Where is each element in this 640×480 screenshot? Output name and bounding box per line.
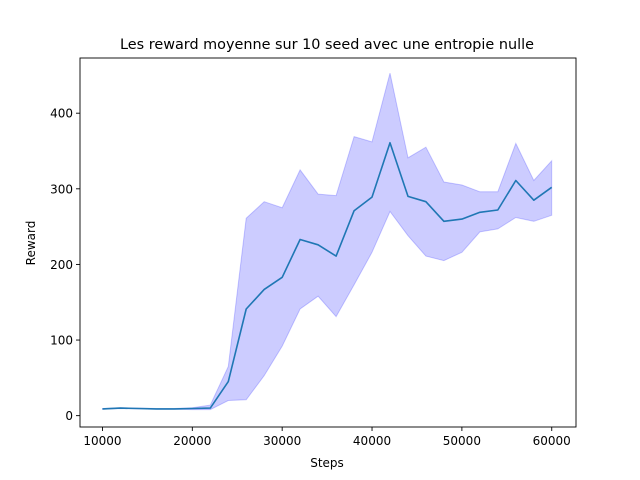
x-tick-label: 50000 bbox=[443, 434, 481, 448]
y-axis: 0 100 200 300 400 bbox=[50, 107, 80, 423]
mean-line bbox=[102, 141, 553, 410]
chart-title: Les reward moyenne sur 10 seed avec une … bbox=[120, 37, 534, 53]
y-tick-label: 100 bbox=[50, 334, 73, 348]
x-tick-label: 60000 bbox=[533, 434, 571, 448]
x-axis-label: Steps bbox=[310, 456, 344, 470]
x-tick-label: 20000 bbox=[173, 434, 211, 448]
y-axis-label: Reward bbox=[24, 221, 38, 266]
y-tick-label: 400 bbox=[50, 107, 73, 121]
x-tick-label: 40000 bbox=[353, 434, 391, 448]
y-tick-label: 0 bbox=[65, 409, 73, 423]
y-tick-label: 300 bbox=[50, 182, 73, 196]
x-tick-label: 10000 bbox=[83, 434, 121, 448]
y-tick-label: 200 bbox=[50, 258, 73, 272]
x-axis: 10000 20000 30000 40000 50000 60000 bbox=[83, 427, 571, 448]
x-tick-label: 30000 bbox=[263, 434, 301, 448]
plot-frame bbox=[79, 57, 577, 428]
std-band bbox=[102, 72, 553, 411]
